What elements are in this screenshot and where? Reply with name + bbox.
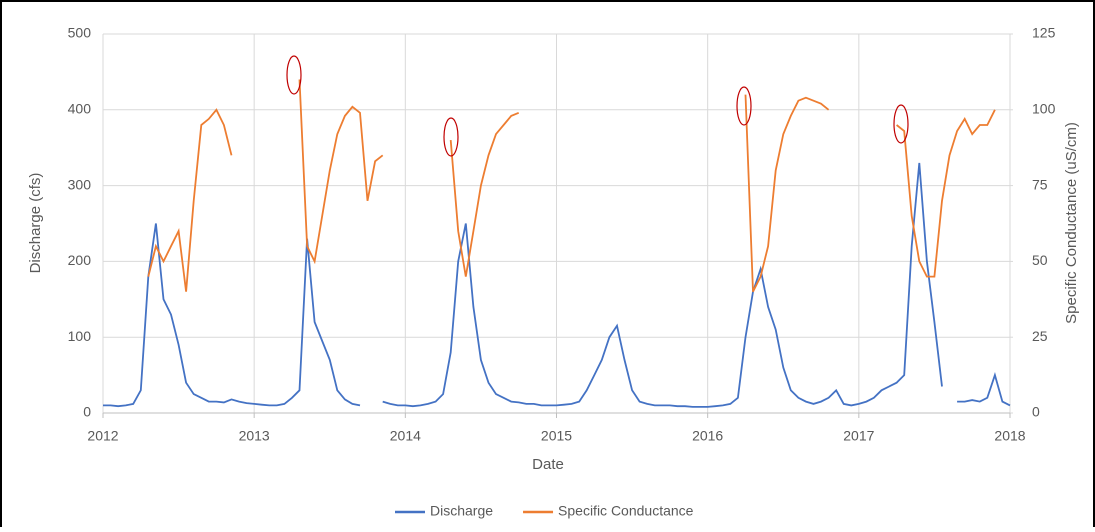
y2-tick-label: 50 bbox=[1032, 252, 1048, 268]
y-tick-label: 300 bbox=[68, 176, 92, 192]
x-tick-label: 2017 bbox=[843, 428, 874, 444]
y-tick-label: 500 bbox=[68, 25, 92, 41]
annotation-circle bbox=[736, 86, 752, 126]
series-line bbox=[147, 79, 996, 293]
y2-tick-label: 100 bbox=[1032, 101, 1056, 117]
y-tick-label: 200 bbox=[68, 252, 92, 268]
y2-tick-label: 125 bbox=[1032, 25, 1056, 41]
y-tick-label: 0 bbox=[83, 404, 91, 420]
annotations bbox=[286, 55, 909, 157]
y2-tick-label: 25 bbox=[1032, 328, 1048, 344]
x-tick-label: 2016 bbox=[692, 428, 723, 444]
y2-axis-label: Specific Conductance (uS/cm) bbox=[1063, 122, 1080, 324]
legend-label: Discharge bbox=[430, 503, 493, 519]
y-axis-label: Discharge (cfs) bbox=[27, 173, 44, 274]
grid: 0 100 200 300 400 500 0 25 50 75 100 125 2012 2013 201… bbox=[68, 25, 1056, 444]
y2-tick-label: 0 bbox=[1032, 404, 1040, 420]
y-tick-label: 400 bbox=[68, 101, 92, 117]
x-tick-label: 2012 bbox=[87, 428, 118, 444]
x-tick-label: 2013 bbox=[239, 428, 270, 444]
x-tick-label: 2018 bbox=[994, 428, 1025, 444]
annotation-circle bbox=[443, 117, 459, 157]
legend: Discharge Specific Conductance bbox=[395, 503, 694, 519]
plot bbox=[103, 79, 1011, 408]
y2-tick-label: 75 bbox=[1032, 176, 1048, 192]
x-axis-label: Date bbox=[532, 456, 564, 473]
y-tick-label: 100 bbox=[68, 328, 92, 344]
annotation-circle bbox=[286, 55, 302, 95]
series-line bbox=[103, 162, 1011, 408]
x-tick-label: 2015 bbox=[541, 428, 572, 444]
x-tick-label: 2014 bbox=[390, 428, 421, 444]
annotation-circle bbox=[893, 104, 909, 144]
legend-label: Specific Conductance bbox=[558, 503, 694, 519]
